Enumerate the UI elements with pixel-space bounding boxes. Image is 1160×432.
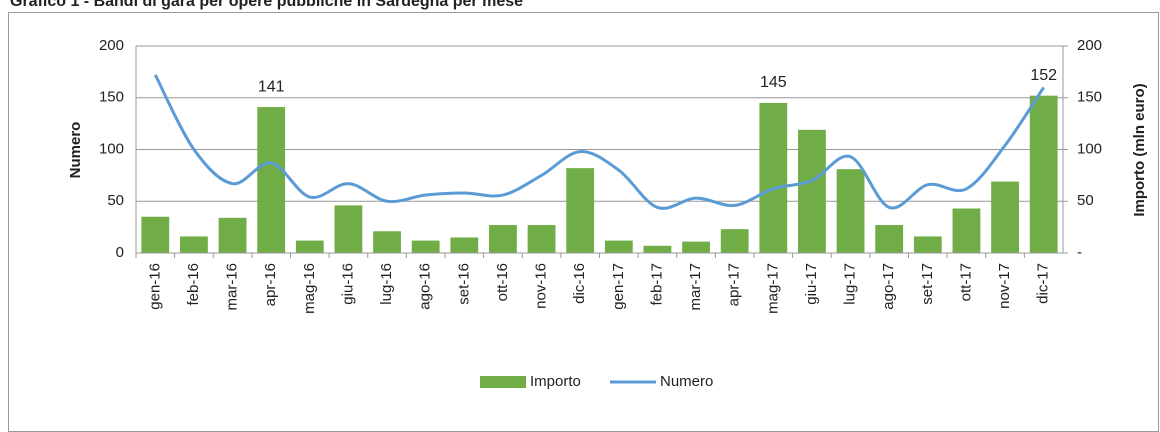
bar	[373, 231, 401, 253]
bar	[489, 225, 517, 253]
y-tick-label: 100	[99, 140, 124, 157]
y-tick-label: 50	[107, 192, 124, 209]
x-tick-label: dic-17	[1035, 263, 1052, 304]
bar	[836, 169, 865, 253]
x-tick-label: ago-17	[880, 263, 897, 310]
x-tick-label: ott-17	[957, 263, 974, 301]
chart-title: Grafico 1 - Bandi di gara per opere pubb…	[10, 0, 523, 10]
x-tick-label: gen-16	[146, 263, 163, 310]
x-tick-label: ott-16	[494, 263, 511, 301]
bar	[643, 245, 672, 253]
bar	[991, 181, 1019, 253]
y2-tick-label: -	[1077, 244, 1082, 261]
data-label: 145	[760, 74, 787, 91]
y2-tick-label: 200	[1077, 37, 1102, 54]
x-tick-label: apr-16	[262, 263, 279, 306]
x-tick-label: feb-16	[185, 263, 202, 306]
line	[153, 74, 1045, 210]
bar	[295, 240, 324, 253]
bar	[334, 205, 363, 253]
y2-tick-label: 50	[1077, 192, 1094, 209]
bar	[682, 241, 710, 253]
x-tick-label: nov-16	[533, 263, 550, 309]
bar	[952, 208, 981, 253]
bar	[798, 129, 826, 253]
x-tick-label: dic-16	[571, 263, 588, 304]
x-tick-label: mar-17	[687, 263, 704, 311]
x-tick-label: lug-16	[378, 263, 395, 305]
x-tick-label: nov-17	[996, 263, 1013, 309]
y-tick-label: 0	[116, 244, 124, 261]
y2-axis-label: Importo (mln euro)	[1131, 83, 1148, 216]
bar	[257, 107, 286, 253]
legend-swatch	[480, 376, 526, 388]
bar	[141, 216, 170, 253]
bar	[218, 217, 247, 253]
legend-label: Numero	[660, 373, 713, 390]
y-axis-label: Numero	[67, 122, 84, 179]
data-label: 141	[258, 78, 285, 95]
x-tick-label: feb-17	[648, 263, 665, 306]
x-tick-label: giu-16	[339, 263, 356, 305]
x-tick-label: set-16	[455, 263, 472, 305]
x-tick-label: mag-16	[301, 263, 318, 314]
data-label: 152	[1030, 67, 1057, 84]
bar	[411, 240, 440, 253]
x-tick-label: mar-16	[224, 263, 241, 311]
bar	[759, 102, 788, 253]
legend-label: Importo	[530, 373, 581, 390]
x-tick-label: ago-16	[417, 263, 434, 310]
y2-tick-label: 150	[1077, 89, 1102, 106]
bar	[604, 240, 633, 253]
x-tick-label: mag-17	[764, 263, 781, 314]
bar	[527, 225, 556, 253]
x-tick-label: apr-17	[726, 263, 743, 306]
bar	[720, 229, 749, 253]
x-tick-label: giu-17	[803, 263, 820, 305]
x-tick-label: set-17	[919, 263, 936, 305]
y-tick-label: 200	[99, 37, 124, 54]
x-tick-label: gen-17	[610, 263, 627, 310]
y2-tick-label: 100	[1077, 140, 1102, 157]
bar	[913, 236, 942, 253]
y-tick-label: 150	[99, 89, 124, 106]
bar	[875, 225, 904, 253]
x-tick-label: lug-17	[842, 263, 859, 305]
bar	[180, 236, 208, 253]
bar	[450, 237, 479, 253]
bar	[1029, 95, 1058, 254]
bar	[566, 168, 595, 253]
